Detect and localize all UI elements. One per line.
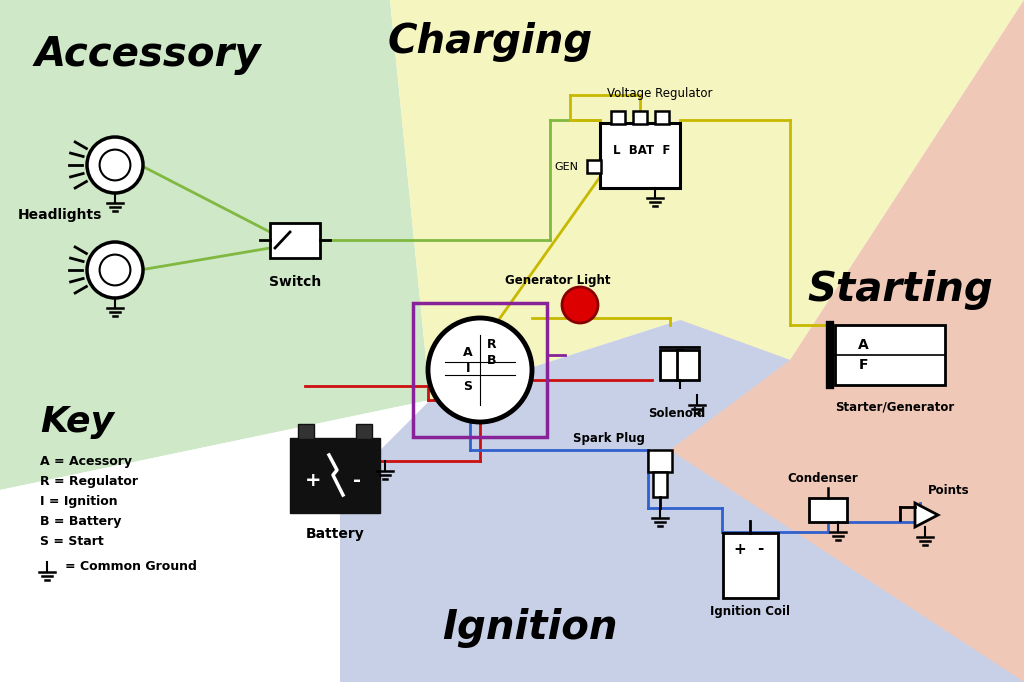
Bar xyxy=(290,438,380,513)
Text: Battery: Battery xyxy=(305,527,365,541)
Polygon shape xyxy=(915,503,938,527)
Text: Condenser: Condenser xyxy=(787,472,858,485)
Text: Spark Plug: Spark Plug xyxy=(573,432,645,445)
Bar xyxy=(677,350,699,380)
Text: Charging: Charging xyxy=(387,22,593,62)
Text: Points: Points xyxy=(928,484,970,497)
Text: Ignition Coil: Ignition Coil xyxy=(710,605,790,618)
Text: B: B xyxy=(487,353,497,366)
Text: B = Battery: B = Battery xyxy=(40,515,122,528)
Circle shape xyxy=(99,149,130,181)
Bar xyxy=(809,498,847,522)
Text: = Common Ground: = Common Ground xyxy=(65,561,197,574)
Text: +: + xyxy=(733,542,746,557)
Text: Starting: Starting xyxy=(807,270,993,310)
Text: R: R xyxy=(487,338,497,351)
Circle shape xyxy=(87,242,143,298)
Text: L  BAT  F: L BAT F xyxy=(613,143,671,156)
Text: A: A xyxy=(858,338,868,352)
Bar xyxy=(655,111,669,124)
Circle shape xyxy=(562,287,598,323)
Circle shape xyxy=(87,137,143,193)
Bar xyxy=(660,350,682,380)
Bar xyxy=(600,123,680,188)
Text: Starter/Generator: Starter/Generator xyxy=(836,400,954,413)
Text: A = Acessory: A = Acessory xyxy=(40,455,132,468)
Bar xyxy=(413,303,547,437)
Bar xyxy=(587,160,601,173)
Bar xyxy=(356,424,372,439)
Text: -: - xyxy=(353,471,361,490)
Bar xyxy=(835,325,945,385)
Text: -: - xyxy=(757,542,763,557)
Circle shape xyxy=(428,318,532,422)
Polygon shape xyxy=(0,0,430,490)
Bar xyxy=(653,472,667,497)
Bar xyxy=(298,424,314,439)
Polygon shape xyxy=(670,0,1024,682)
Text: Accessory: Accessory xyxy=(35,35,261,75)
Text: Switch: Switch xyxy=(269,275,322,289)
Text: F: F xyxy=(858,358,867,372)
Text: Headlights: Headlights xyxy=(18,208,102,222)
Polygon shape xyxy=(390,0,1024,400)
Bar xyxy=(723,533,778,598)
Polygon shape xyxy=(0,400,430,682)
Text: Voltage Regulator: Voltage Regulator xyxy=(607,87,713,100)
Bar xyxy=(633,111,647,124)
Text: A: A xyxy=(463,346,473,359)
Text: Generator Light: Generator Light xyxy=(505,274,610,287)
Text: GEN: GEN xyxy=(554,162,578,172)
Bar xyxy=(648,450,672,472)
Text: Ignition: Ignition xyxy=(442,608,617,648)
Text: Key: Key xyxy=(40,405,114,439)
Text: Solenoid: Solenoid xyxy=(648,407,706,420)
Text: +: + xyxy=(305,471,322,490)
Bar xyxy=(270,223,319,258)
Bar xyxy=(611,111,625,124)
Text: I: I xyxy=(466,361,470,374)
Circle shape xyxy=(99,254,130,285)
Text: S = Start: S = Start xyxy=(40,535,103,548)
Text: I = Ignition: I = Ignition xyxy=(40,495,118,508)
Text: S: S xyxy=(464,379,472,393)
Polygon shape xyxy=(340,320,1024,682)
Text: R = Regulator: R = Regulator xyxy=(40,475,138,488)
